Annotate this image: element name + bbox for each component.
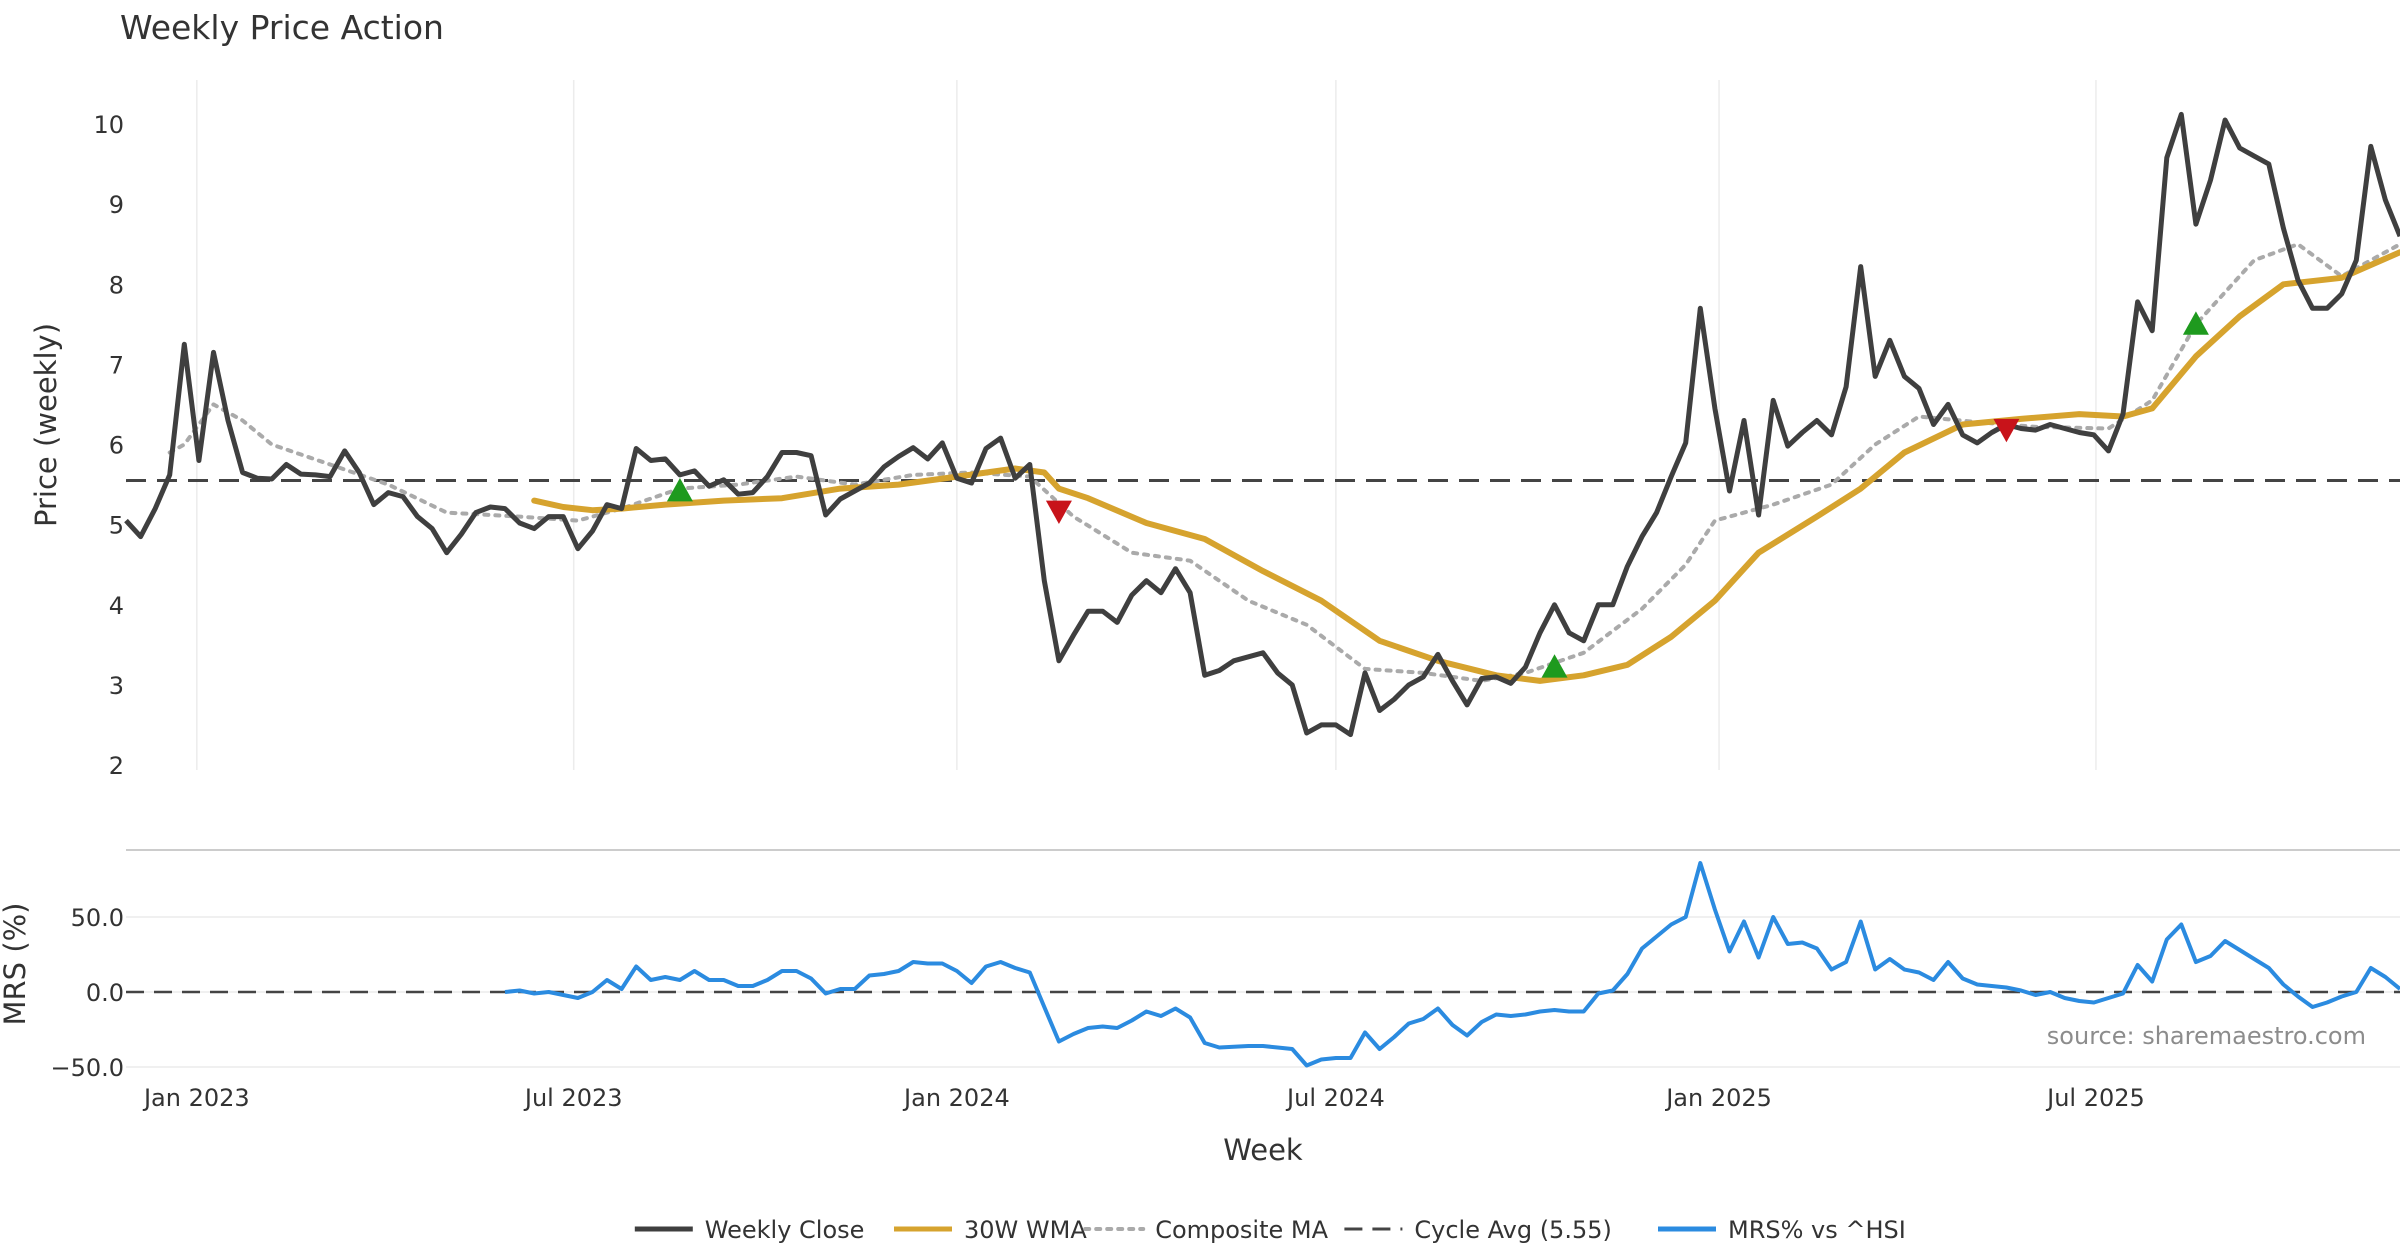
x-ticks: Jan 2023 Jul 2023 Jan 2024 Jul 2024 Jan 2025… <box>142 1084 2145 1112</box>
legend-label-composite-ma: Composite MA <box>1155 1216 1328 1244</box>
legend: Weekly Close 30W WMA Composite MA Cycle Avg… <box>634 1216 1906 1244</box>
chart-title: Weekly Price Action <box>120 8 444 47</box>
mrs-y-tick-label: −50.0 <box>50 1054 124 1082</box>
price-y-ticks: 2 3 4 5 6 7 8 9 10 <box>93 111 124 780</box>
price-y-tick-label: 4 <box>109 592 124 620</box>
legend-label-mrs-vs-hsi: MRS% vs ^HSI <box>1728 1216 1906 1244</box>
sell-signal-marker <box>1045 500 1072 525</box>
price-y-axis-label: Price (weekly) <box>29 323 63 527</box>
x-tick-label: Jul 2023 <box>523 1084 623 1112</box>
x-tick-label: Jul 2024 <box>1285 1084 1385 1112</box>
source-note: source: sharemaestro.com <box>2047 1022 2366 1050</box>
x-tick-label: Jan 2024 <box>902 1084 1010 1112</box>
price-y-tick-label: 8 <box>109 271 124 299</box>
weekly-close-line <box>124 111 2400 738</box>
price-y-tick-label: 10 <box>93 111 124 139</box>
mrs-y-tick-label: 0.0 <box>86 979 124 1007</box>
sell-signal-marker <box>1993 418 2020 443</box>
mrs-y-tick-label: 50.0 <box>71 904 124 932</box>
legend-label-30w-wma: 30W WMA <box>964 1216 1087 1244</box>
buy-signal-marker <box>2182 311 2209 335</box>
legend-label-weekly-close: Weekly Close <box>705 1216 865 1244</box>
composite-ma-line <box>167 242 2400 683</box>
mrs-y-ticks: 50.0 0.0 −50.0 <box>50 904 124 1082</box>
price-y-tick-label: 5 <box>109 512 124 540</box>
legend-label-cycle-avg-5-55: Cycle Avg (5.55) <box>1414 1216 1611 1244</box>
mrs-line <box>504 861 2400 1068</box>
mrs-y-axis-label: MRS (%) <box>0 903 32 1026</box>
wma-30w-line <box>531 249 2400 684</box>
x-tick-label: Jan 2023 <box>142 1084 250 1112</box>
x-axis-label: Week <box>1223 1133 1303 1167</box>
price-y-tick-label: 6 <box>109 432 124 460</box>
signal-markers <box>666 311 2209 678</box>
price-y-tick-label: 7 <box>109 351 124 379</box>
x-tick-label: Jul 2025 <box>2045 1084 2145 1112</box>
price-y-tick-label: 3 <box>109 672 124 700</box>
price-y-tick-label: 2 <box>109 752 124 780</box>
buy-signal-marker <box>1541 654 1568 678</box>
x-tick-label: Jan 2025 <box>1664 1084 1772 1112</box>
buy-signal-marker <box>666 477 693 502</box>
price-y-tick-label: 9 <box>109 191 124 219</box>
